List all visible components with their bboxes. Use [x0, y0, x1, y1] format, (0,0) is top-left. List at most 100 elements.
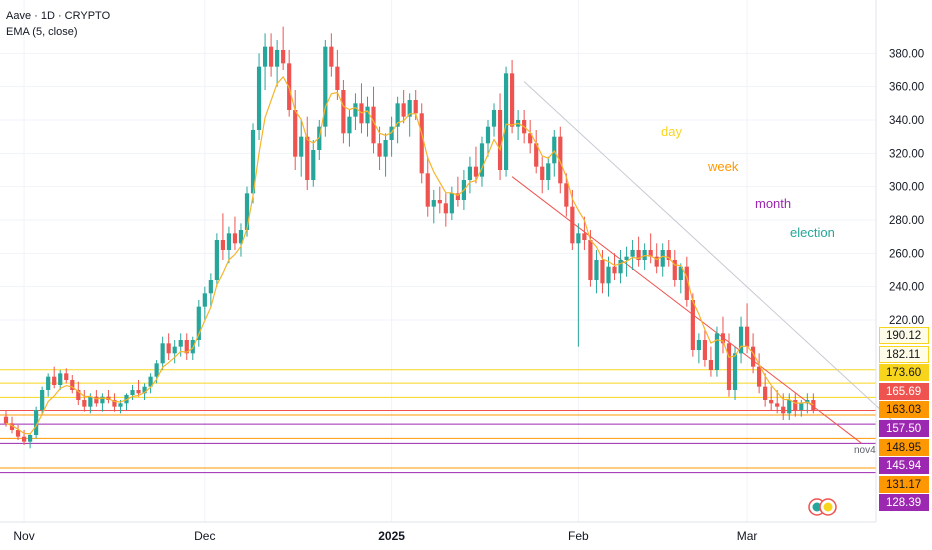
- candle[interactable]: [449, 186, 454, 220]
- candle[interactable]: [600, 250, 605, 294]
- candle[interactable]: [648, 233, 653, 264]
- price-tag[interactable]: 163.03: [879, 401, 929, 419]
- candle[interactable]: [214, 233, 219, 287]
- candle[interactable]: [744, 303, 750, 354]
- candle[interactable]: [262, 33, 268, 90]
- candle[interactable]: [395, 96, 400, 144]
- candle[interactable]: [726, 333, 732, 397]
- candle[interactable]: [443, 193, 448, 227]
- candle[interactable]: [15, 425, 21, 440]
- candle[interactable]: [485, 120, 491, 157]
- candle[interactable]: [329, 33, 334, 77]
- price-tag[interactable]: 165.69: [879, 382, 929, 400]
- candle[interactable]: [455, 176, 460, 207]
- candle[interactable]: [335, 50, 340, 100]
- candle[interactable]: [606, 256, 611, 297]
- candle[interactable]: [389, 116, 394, 157]
- candle[interactable]: [341, 80, 346, 144]
- candle[interactable]: [383, 133, 388, 177]
- candle[interactable]: [299, 120, 304, 177]
- price-tag[interactable]: 128.39: [879, 494, 929, 512]
- candle[interactable]: [106, 390, 111, 404]
- candle[interactable]: [70, 375, 75, 394]
- indicator-label[interactable]: EMA (5, close): [6, 26, 78, 38]
- candle[interactable]: [58, 370, 63, 390]
- candle[interactable]: [202, 286, 207, 320]
- candle[interactable]: [28, 433, 33, 449]
- tradingview-logo-icon[interactable]: [808, 498, 838, 516]
- candle[interactable]: [594, 250, 599, 294]
- price-tag[interactable]: 148.95: [879, 438, 929, 456]
- candle[interactable]: [425, 156, 430, 217]
- candle[interactable]: [359, 83, 364, 134]
- candle[interactable]: [516, 110, 521, 140]
- candle[interactable]: [738, 316, 744, 364]
- candle[interactable]: [630, 240, 635, 270]
- candle[interactable]: [564, 173, 569, 217]
- price-tag[interactable]: 190.12: [879, 327, 929, 344]
- trendline-upper[interactable]: [523, 81, 893, 421]
- candle[interactable]: [323, 40, 328, 137]
- candle[interactable]: [64, 368, 69, 384]
- candle[interactable]: [208, 273, 213, 307]
- candle[interactable]: [781, 393, 786, 420]
- price-tag[interactable]: 157.50: [879, 420, 929, 437]
- candle[interactable]: [172, 340, 177, 364]
- candle[interactable]: [534, 130, 539, 174]
- candle[interactable]: [178, 333, 183, 357]
- candle[interactable]: [46, 373, 51, 397]
- candle[interactable]: [678, 263, 683, 294]
- candle[interactable]: [347, 110, 352, 147]
- candle[interactable]: [473, 146, 479, 184]
- candle[interactable]: [419, 103, 424, 184]
- candle[interactable]: [100, 393, 105, 412]
- price-tag[interactable]: 173.60: [879, 364, 929, 382]
- price-tag[interactable]: 182.11: [879, 345, 929, 363]
- candle[interactable]: [238, 223, 244, 257]
- candle[interactable]: [696, 333, 701, 364]
- candle[interactable]: [763, 373, 768, 407]
- candle[interactable]: [293, 90, 298, 170]
- candle[interactable]: [467, 156, 473, 194]
- candle[interactable]: [666, 240, 671, 267]
- price-tag[interactable]: 145.94: [879, 457, 929, 475]
- candle[interactable]: [793, 393, 798, 417]
- candle[interactable]: [708, 346, 714, 377]
- candle[interactable]: [136, 380, 141, 397]
- candle[interactable]: [491, 103, 497, 137]
- candle[interactable]: [702, 330, 707, 367]
- candle[interactable]: [787, 393, 792, 420]
- candle[interactable]: [654, 243, 659, 274]
- candle[interactable]: [269, 33, 274, 77]
- candle[interactable]: [437, 186, 442, 214]
- candle[interactable]: [287, 50, 292, 117]
- candle[interactable]: [660, 243, 665, 277]
- candle[interactable]: [40, 386, 45, 415]
- candle[interactable]: [76, 381, 81, 405]
- candle[interactable]: [166, 333, 171, 360]
- candle[interactable]: [558, 126, 563, 194]
- candle[interactable]: [528, 120, 533, 154]
- candle[interactable]: [226, 226, 232, 264]
- candle[interactable]: [497, 93, 503, 180]
- candle[interactable]: [720, 316, 726, 354]
- candle[interactable]: [160, 336, 165, 370]
- candle[interactable]: [21, 430, 27, 445]
- candle[interactable]: [305, 116, 310, 190]
- candle[interactable]: [757, 353, 762, 394]
- candle[interactable]: [546, 156, 551, 190]
- candle[interactable]: [714, 326, 720, 377]
- candle[interactable]: [256, 53, 262, 140]
- candle[interactable]: [353, 93, 358, 130]
- candle[interactable]: [371, 86, 376, 154]
- symbol-title[interactable]: Aave · 1D · CRYPTO: [6, 10, 111, 22]
- candle[interactable]: [775, 390, 780, 414]
- candle[interactable]: [636, 236, 641, 267]
- candle[interactable]: [112, 393, 117, 412]
- candle[interactable]: [672, 250, 677, 287]
- candle[interactable]: [34, 406, 39, 439]
- candle[interactable]: [769, 386, 774, 410]
- candle[interactable]: [552, 130, 557, 177]
- price-tag[interactable]: 131.17: [879, 475, 929, 493]
